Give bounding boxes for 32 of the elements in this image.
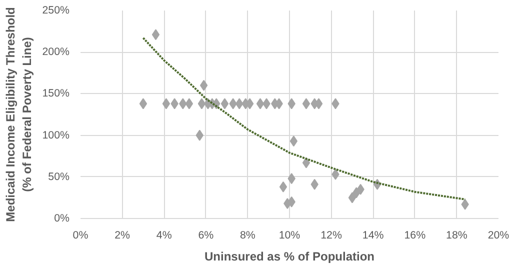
point	[139, 98, 148, 110]
y-tick-label: 100%	[42, 129, 70, 142]
x-tick-label: 0%	[72, 230, 89, 242]
y-tick-label: 250%	[42, 4, 70, 16]
point	[302, 98, 310, 110]
point	[279, 181, 288, 192]
y-axis-title: Medicaid Income Eligibility Threshold (% of Federal Poverty Line)	[3, 7, 34, 222]
y-tick-label: 200%	[42, 46, 70, 58]
x-tick-label: 20%	[488, 230, 510, 242]
point	[290, 136, 298, 147]
point	[256, 98, 264, 110]
x-tick-label: 8%	[240, 230, 256, 242]
y-tick-label: 50%	[48, 170, 70, 183]
y-tick-label: 0%	[54, 212, 70, 224]
x-tick-label: 6%	[198, 230, 214, 242]
x-tick-label: 2%	[114, 230, 131, 242]
point	[198, 98, 206, 110]
point	[162, 98, 170, 110]
point	[152, 29, 160, 40]
point	[200, 80, 208, 91]
y-tick-label: 150%	[42, 88, 70, 100]
point	[302, 157, 310, 168]
x-tick-label: 14%	[362, 230, 384, 242]
point	[220, 98, 229, 110]
x-tick-label: 12%	[320, 230, 342, 242]
point	[348, 192, 356, 204]
x-tick-label: 10%	[278, 230, 301, 242]
x-tick-label: 18%	[446, 230, 468, 242]
point	[185, 98, 194, 110]
x-tick-label: 4%	[156, 230, 172, 242]
x-axis-title: Uninsured as % of Population	[204, 250, 375, 264]
x-tick-label: 16%	[404, 230, 426, 242]
